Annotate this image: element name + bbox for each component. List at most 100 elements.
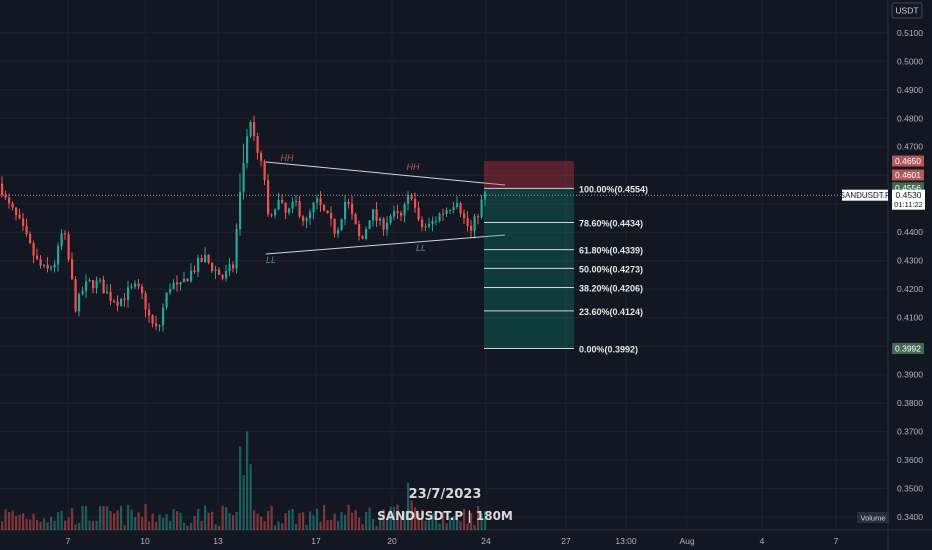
- volume-bar: [442, 511, 445, 530]
- volume-bar: [95, 520, 98, 530]
- volume-bar: [298, 513, 301, 530]
- candle-body: [347, 201, 350, 204]
- candle-body: [239, 191, 242, 229]
- volume-bar: [372, 518, 375, 530]
- candle-body: [78, 294, 81, 312]
- volume-bar: [57, 512, 60, 530]
- volume-bar: [92, 520, 95, 530]
- volume-bar: [365, 511, 368, 530]
- candle-body: [256, 136, 259, 153]
- candle-body: [46, 264, 49, 269]
- volume-bar: [477, 506, 480, 530]
- volume-bar: [172, 508, 175, 530]
- volume-bar: [407, 482, 410, 530]
- volume-bar: [190, 523, 193, 530]
- y-tick-label: 0.3800: [897, 398, 923, 408]
- volume-bar: [291, 508, 294, 530]
- volume-bar: [239, 446, 242, 530]
- volume-bar: [368, 507, 371, 530]
- volume-bar: [347, 504, 350, 530]
- candle-body: [459, 203, 462, 214]
- candle-body: [309, 212, 312, 219]
- candle-body: [127, 287, 130, 300]
- candle-body: [417, 207, 420, 220]
- volume-bar: [361, 524, 364, 530]
- candle-body: [64, 233, 67, 235]
- candle-body: [386, 222, 389, 230]
- volume-bar: [456, 519, 459, 530]
- candle-body: [337, 229, 340, 234]
- candle-body: [134, 283, 137, 287]
- volume-bar: [64, 520, 67, 530]
- x-tick-label: 20: [387, 536, 397, 546]
- volume-bar: [270, 505, 273, 530]
- candle-body: [221, 274, 224, 279]
- y-tick-label: 0.5000: [897, 56, 923, 66]
- candle-body: [452, 207, 455, 210]
- candle-body: [57, 246, 60, 265]
- candle-body: [1, 183, 4, 196]
- volume-bar: [158, 514, 161, 530]
- candle-body: [403, 203, 406, 216]
- candle-body: [179, 282, 182, 285]
- volume-bar: [267, 510, 270, 530]
- volume-bar: [123, 525, 126, 530]
- volume-bar: [32, 513, 35, 530]
- volume-bar: [400, 518, 403, 530]
- volume-bar: [134, 517, 137, 530]
- volume-bar: [106, 506, 109, 530]
- volume-bar: [67, 517, 70, 530]
- candle-body: [22, 218, 25, 226]
- volume-bar: [330, 519, 333, 530]
- volume-bar: [144, 504, 147, 530]
- candle-body: [95, 280, 98, 289]
- y-tick-label: 0.4200: [897, 284, 923, 294]
- candle-body: [456, 203, 459, 208]
- volume-bar: [277, 521, 280, 530]
- volume-bar: [25, 518, 28, 530]
- candle-body: [29, 233, 32, 243]
- candle-body: [235, 228, 238, 269]
- candle-body: [333, 218, 336, 234]
- volume-bar: [162, 518, 165, 530]
- candle-body: [186, 278, 189, 282]
- candle-body: [148, 309, 151, 316]
- candle-body: [218, 269, 221, 275]
- candle-body: [197, 257, 200, 272]
- volume-bar: [179, 512, 182, 530]
- volume-bar: [393, 506, 396, 530]
- y-tick-label: 0.3700: [897, 427, 923, 437]
- candle-body: [141, 286, 144, 294]
- upper-trendline: [265, 161, 506, 186]
- volume-bar: [29, 519, 32, 530]
- volume-bar: [431, 513, 434, 530]
- volume-bar: [39, 521, 42, 530]
- candle-body: [8, 197, 11, 204]
- candle-body: [25, 225, 28, 234]
- volume-bar: [130, 509, 133, 530]
- volume-bar: [4, 509, 7, 530]
- candle-body: [400, 212, 403, 216]
- candle-body: [113, 300, 116, 302]
- candle-body: [144, 293, 147, 310]
- volume-bar: [305, 524, 308, 530]
- drawings[interactable]: HH HH LL LL 100.00%(0.4554) 78.60%(0.4434) 61.…: [0, 153, 888, 354]
- countdown-label: 01:11:22: [894, 200, 923, 209]
- candle-body: [354, 214, 357, 225]
- candle-body: [477, 216, 480, 218]
- volume-bar: [316, 508, 319, 530]
- candle-body: [15, 207, 18, 216]
- candle-body: [18, 215, 21, 219]
- y-tick-label: 0.5100: [897, 28, 923, 38]
- x-tick-label: 24: [481, 536, 491, 546]
- candle-body: [60, 233, 63, 247]
- candle-body: [207, 255, 210, 263]
- candle-body: [130, 286, 133, 288]
- volume-bar: [232, 515, 235, 530]
- y-tick-label: 0.4100: [897, 313, 923, 323]
- x-tick-label: 13: [213, 536, 223, 546]
- pattern-label: LL: [416, 243, 426, 253]
- volume-bar: [169, 520, 172, 530]
- candle-body: [330, 213, 333, 219]
